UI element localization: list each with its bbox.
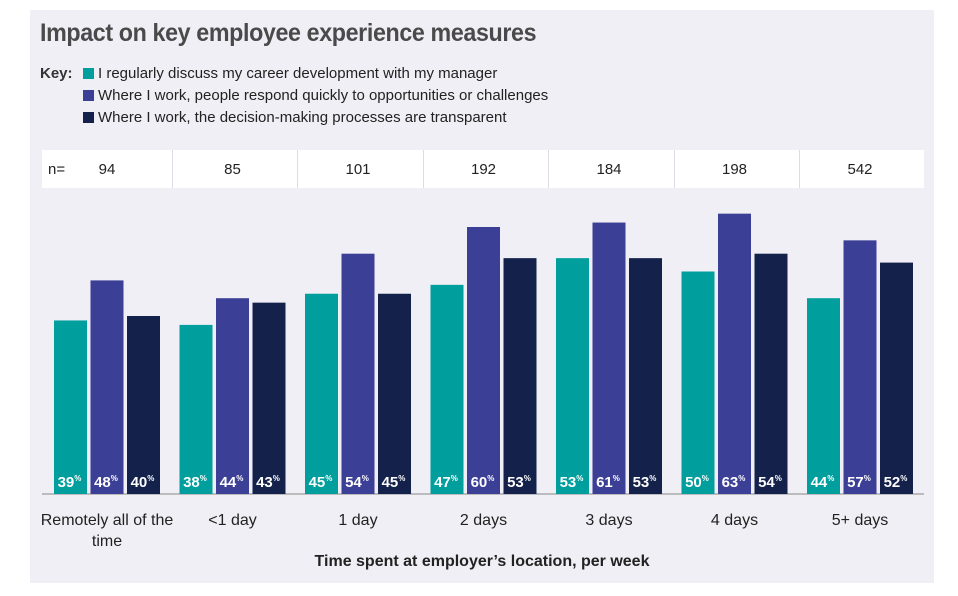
bar: [252, 302, 286, 494]
x-tick-label: 2 days: [459, 512, 508, 529]
legend-key-label: Key:: [40, 65, 73, 82]
chart-title: Impact on key employee experience measur…: [40, 19, 537, 47]
x-tick-label: 4 days: [710, 512, 759, 529]
sample-size-label: n=: [48, 161, 66, 178]
sample-size-value: 542: [847, 161, 873, 178]
bar: [90, 280, 124, 494]
bar: [179, 324, 213, 494]
bar: [718, 213, 751, 494]
legend-text-transparent: Where I work, the decision-making proces…: [98, 109, 507, 126]
sample-size-divider: [673, 150, 675, 188]
bar: [378, 293, 411, 494]
x-tick-label: 3 days: [585, 512, 633, 529]
sample-size-divider: [297, 150, 298, 188]
bar: [503, 258, 537, 494]
bar: [341, 253, 375, 494]
bar: [127, 316, 160, 494]
x-axis-label: Time spent at employer’s location, per w…: [314, 553, 650, 570]
legend-text-respond: Where I work, people respond quickly to …: [98, 87, 549, 104]
sample-size-divider: [171, 150, 173, 188]
legend-item-respond: Where I work, people respond quickly to …: [83, 87, 548, 104]
bar: [54, 320, 87, 494]
legend-item-career: I regularly discuss my career developmen…: [83, 65, 497, 82]
x-tick-label: <1 day: [208, 512, 257, 529]
x-tick-label: 1 day: [338, 512, 378, 529]
bar: [430, 284, 464, 494]
legend-swatch-career: [83, 68, 94, 79]
sample-size-value: 85: [224, 161, 241, 178]
sample-size-value: 94: [98, 161, 116, 178]
sample-size-value: 192: [470, 161, 497, 178]
bar: [216, 298, 249, 494]
sample-size-value: 184: [596, 161, 622, 178]
legend-item-transparent: Where I work, the decision-making proces…: [83, 109, 507, 126]
bar: [754, 253, 788, 494]
bar: [681, 271, 715, 494]
sample-size-value: 198: [721, 161, 748, 178]
legend-swatch-respond: [83, 90, 94, 101]
bar: [629, 258, 662, 494]
sample-size-divider: [548, 150, 549, 188]
sample-size-row: n= 94 85 101 192 184 198 542: [42, 150, 924, 188]
bar: [556, 258, 589, 494]
bar: [592, 222, 626, 495]
legend-text-career: I regularly discuss my career developmen…: [98, 65, 498, 82]
bar: [807, 298, 840, 494]
sample-size-divider: [799, 150, 800, 188]
bar: [880, 262, 913, 494]
bar: [467, 227, 500, 494]
sample-size-divider: [422, 150, 424, 188]
bar: [305, 293, 338, 494]
x-tick-label: Remotely all of the time: [40, 512, 174, 550]
x-tick-label: 5+ days: [831, 512, 889, 529]
legend-swatch-transparent: [83, 112, 94, 123]
sample-size-value: 101: [345, 161, 371, 178]
bar: [843, 240, 877, 494]
